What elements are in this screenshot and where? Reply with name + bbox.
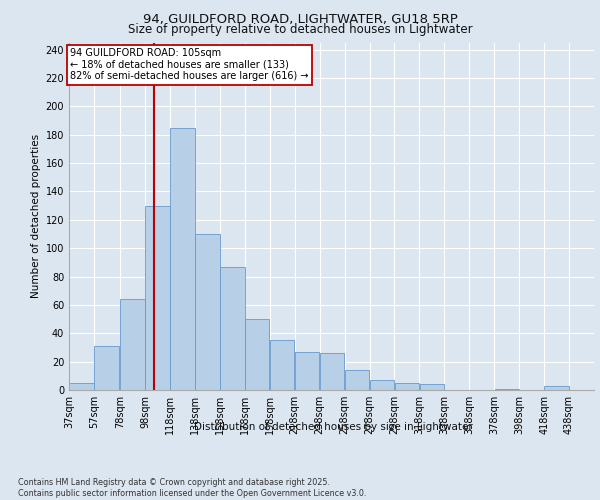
Bar	[220, 266, 245, 390]
Bar	[170, 128, 194, 390]
Text: 94 GUILDFORD ROAD: 105sqm
← 18% of detached houses are smaller (133)
82% of semi: 94 GUILDFORD ROAD: 105sqm ← 18% of detac…	[70, 48, 309, 82]
Bar	[195, 234, 220, 390]
Text: 94, GUILDFORD ROAD, LIGHTWATER, GU18 5RP: 94, GUILDFORD ROAD, LIGHTWATER, GU18 5RP	[143, 12, 457, 26]
Y-axis label: Number of detached properties: Number of detached properties	[31, 134, 41, 298]
Text: Size of property relative to detached houses in Lightwater: Size of property relative to detached ho…	[128, 22, 472, 36]
Text: Contains HM Land Registry data © Crown copyright and database right 2025.
Contai: Contains HM Land Registry data © Crown c…	[18, 478, 367, 498]
Bar	[245, 319, 269, 390]
Bar	[420, 384, 444, 390]
Bar	[320, 353, 344, 390]
Bar	[544, 386, 569, 390]
Bar	[145, 206, 170, 390]
Bar	[395, 383, 419, 390]
Bar	[494, 388, 519, 390]
Bar	[121, 299, 145, 390]
Bar	[295, 352, 319, 390]
Bar	[70, 383, 94, 390]
Bar	[345, 370, 369, 390]
Bar	[370, 380, 394, 390]
Bar	[94, 346, 119, 390]
Bar	[270, 340, 295, 390]
Text: Distribution of detached houses by size in Lightwater: Distribution of detached houses by size …	[194, 422, 472, 432]
